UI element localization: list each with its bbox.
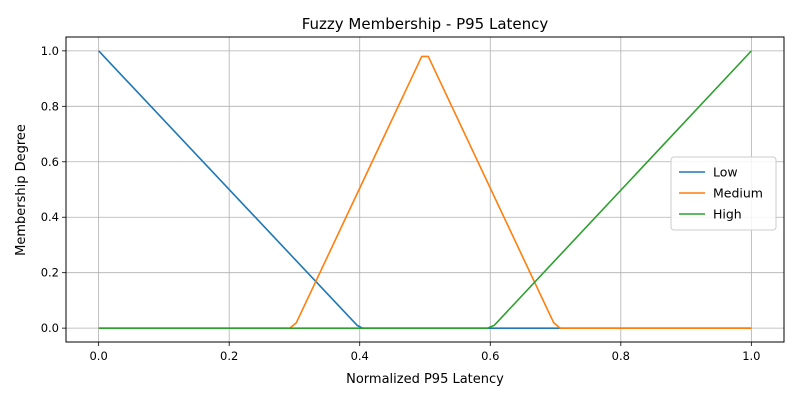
y-tick-label: 0.8 xyxy=(41,99,59,113)
legend-label-low: Low xyxy=(713,165,738,180)
chart-title: Fuzzy Membership - P95 Latency xyxy=(302,15,549,33)
x-axis-label: Normalized P95 Latency xyxy=(346,372,504,387)
y-tick-label: 1.0 xyxy=(41,44,59,58)
x-tick-label: 0.0 xyxy=(89,349,107,363)
y-tick-label: 0.0 xyxy=(41,321,59,335)
series-line-medium xyxy=(98,55,752,329)
x-tick-label: 0.6 xyxy=(481,349,499,363)
y-tick-label: 0.2 xyxy=(41,266,59,280)
x-tick-label: 0.2 xyxy=(220,349,238,363)
series-line-high xyxy=(98,50,752,329)
legend-label-high: High xyxy=(713,207,742,222)
x-tick-label: 1.0 xyxy=(742,349,760,363)
legend-box xyxy=(670,156,777,231)
y-axis-ticks: 0.0 0.2 0.4 0.6 0.8 1.0 xyxy=(41,44,66,335)
y-tick-label: 0.6 xyxy=(41,155,59,169)
plot-frame xyxy=(65,36,785,343)
legend: Low Medium High xyxy=(670,156,777,231)
series-line-low xyxy=(98,50,752,329)
x-axis-ticks: 0.0 0.2 0.4 0.6 0.8 1.0 xyxy=(89,342,761,363)
y-tick-label: 0.4 xyxy=(41,210,59,224)
y-axis-label: Membership Degree xyxy=(14,124,29,256)
x-tick-label: 0.4 xyxy=(351,349,369,363)
legend-label-medium: Medium xyxy=(713,186,763,201)
x-tick-label: 0.8 xyxy=(612,349,630,363)
series-group xyxy=(98,50,752,329)
